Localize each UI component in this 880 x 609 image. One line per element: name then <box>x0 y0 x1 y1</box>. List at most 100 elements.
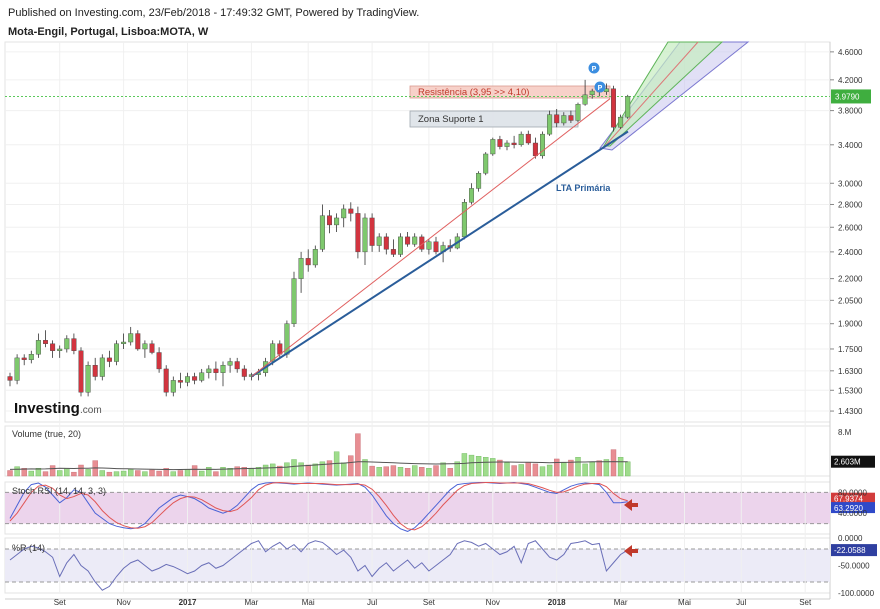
candle-down <box>532 142 538 157</box>
candle-up <box>362 217 368 253</box>
volume-bar <box>156 470 162 477</box>
volume-bar <box>475 456 482 477</box>
candle-up <box>518 133 524 145</box>
text-labels: Set Nov 2017 Mar Mai Jul Set Nov 2018 Mar Mai Jul Se… <box>12 48 875 607</box>
wr-tick-label: -100.0000 <box>838 589 875 598</box>
volume-bar <box>270 463 276 477</box>
volume-bar <box>518 464 524 477</box>
x-tick-label: 2018 <box>548 598 566 607</box>
volume-bar <box>341 462 347 477</box>
pivot-marker-label: P <box>592 66 597 73</box>
y-tick-label: 1.5300 <box>838 386 863 395</box>
candle-down <box>433 241 439 253</box>
volume-bar <box>7 470 13 477</box>
wr-title: %R (14) <box>12 543 45 553</box>
volume-bar <box>241 467 248 477</box>
stoch-k-tag <box>831 502 875 514</box>
volume-bar <box>404 468 411 477</box>
volume-bar <box>589 462 595 477</box>
trend-lines <box>250 98 629 378</box>
stoch-band <box>5 492 830 524</box>
y-tick-label: 2.2000 <box>838 275 863 284</box>
volume-bar <box>291 459 297 477</box>
candle-down <box>192 376 198 381</box>
volume-value-tag <box>831 455 875 468</box>
y-tick-label: 2.8000 <box>838 200 863 209</box>
candle-down <box>369 217 375 246</box>
volume-bar <box>78 464 84 477</box>
candle-up <box>540 133 546 157</box>
x-tick-label: Set <box>423 598 436 607</box>
volume-bar <box>490 458 496 477</box>
volume-bar <box>383 466 389 477</box>
indicator-bands <box>5 491 830 583</box>
volume-bars <box>7 433 631 477</box>
candle-up <box>547 114 553 135</box>
volume-bar <box>326 460 333 477</box>
pivot-marker <box>588 62 600 74</box>
candle-down <box>390 249 396 255</box>
candle-up <box>461 202 467 238</box>
volume-bar <box>447 468 453 477</box>
candle-up <box>625 96 631 118</box>
volume-bar <box>262 464 269 477</box>
volume-bar <box>532 463 539 477</box>
volume-bar <box>248 468 255 477</box>
candle-up <box>184 376 190 383</box>
volume-bar <box>21 468 27 477</box>
y-tick-label: 2.6000 <box>838 223 863 232</box>
x-tick-label: Mai <box>302 598 315 607</box>
candles-group <box>7 79 631 397</box>
candle-up <box>575 103 581 121</box>
volume-bar <box>28 470 34 477</box>
support-label: Zona Suporte 1 <box>418 114 484 125</box>
candle-up <box>99 357 105 377</box>
volume-bar <box>305 464 311 477</box>
volume-bar <box>625 461 631 477</box>
y-tick-label: 3.8000 <box>838 107 863 116</box>
candle-up <box>170 380 176 393</box>
candle-down <box>177 380 183 383</box>
volume-bar <box>191 465 198 477</box>
volume-bar <box>617 457 624 477</box>
candle-up <box>376 236 382 246</box>
candle-up <box>220 365 226 373</box>
candle-down <box>327 215 333 226</box>
volume-bar <box>14 466 20 477</box>
indicator-lines <box>9 482 628 591</box>
candle-up <box>483 153 489 174</box>
candle-up <box>291 278 297 324</box>
x-tick-label: Set <box>799 598 812 607</box>
last-price-tag <box>831 89 871 104</box>
price-axes <box>830 51 877 557</box>
candle-up <box>64 338 70 350</box>
candle-down <box>554 114 560 124</box>
volume-bar <box>426 468 432 477</box>
candle-down <box>525 133 531 144</box>
volume-bar <box>525 462 531 477</box>
volume-bar <box>568 459 574 477</box>
volume-bar <box>227 468 233 477</box>
y-tick-label: 1.9000 <box>838 320 863 329</box>
candle-up <box>341 208 347 219</box>
volume-bar <box>433 465 439 477</box>
candle-up <box>14 357 20 381</box>
candle-up <box>35 340 41 355</box>
volume-last-value: 2.603M <box>834 458 861 467</box>
volume-bar <box>113 471 120 477</box>
candle-down <box>7 376 13 381</box>
volume-bar <box>284 462 290 477</box>
volume-bar <box>277 465 283 477</box>
volume-bar <box>135 470 141 477</box>
volume-bar <box>184 469 191 477</box>
volume-bar <box>106 471 113 477</box>
y-tick-label: 4.6000 <box>838 48 863 57</box>
volume-tick-label: 8.M <box>838 428 852 437</box>
candle-down <box>135 333 141 350</box>
candle-down <box>305 258 311 266</box>
candle-up <box>334 217 340 226</box>
volume-bar <box>49 465 56 477</box>
candle-up <box>199 372 205 381</box>
candle-down <box>92 365 98 377</box>
